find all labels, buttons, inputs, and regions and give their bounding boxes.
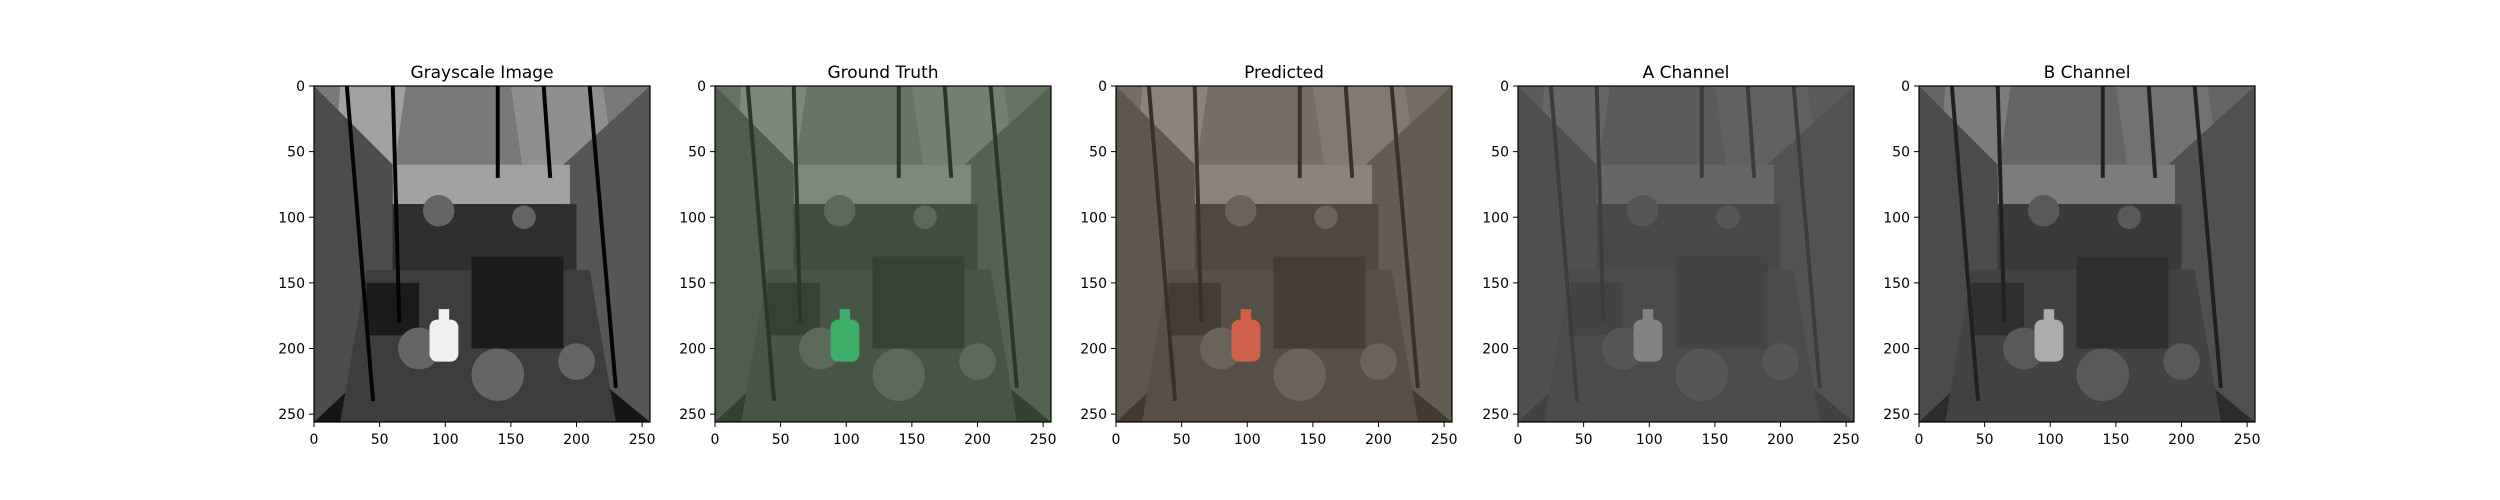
y-tick-label: 200 bbox=[1482, 342, 1509, 358]
y-tick-label: 0 bbox=[296, 79, 305, 95]
y-tick-label: 250 bbox=[1080, 407, 1107, 423]
panel-5: B Channel 0 50 100 150 200 250 0 50 100 150 200 250 bbox=[1883, 63, 2260, 448]
x-tick-label: 250 bbox=[1833, 432, 1860, 448]
panel-3: Predicted 0 50 100 150 200 250 0 50 100 150 200 250 bbox=[1080, 63, 1457, 448]
y-tick-label: 0 bbox=[1500, 79, 1509, 95]
x-tick-label: 200 bbox=[964, 432, 991, 448]
y-tick-label: 250 bbox=[278, 407, 305, 423]
watering-can bbox=[830, 319, 860, 362]
panel-title: B Channel bbox=[2044, 63, 2131, 83]
y-tick-label: 150 bbox=[1080, 276, 1107, 292]
y-tick-label: 50 bbox=[688, 145, 706, 161]
x-tick-label: 100 bbox=[2037, 432, 2064, 448]
x-tick-label: 150 bbox=[498, 432, 525, 448]
axes-frame bbox=[714, 85, 1052, 423]
y-tick-label: 100 bbox=[679, 210, 706, 226]
x-tick-label: 250 bbox=[1030, 432, 1057, 448]
x-tick-label: 150 bbox=[2103, 432, 2130, 448]
x-tick-label: 100 bbox=[1234, 432, 1261, 448]
y-tick-label: 200 bbox=[1080, 342, 1107, 358]
y-tick-label: 0 bbox=[1901, 79, 1910, 95]
x-tick-label: 50 bbox=[1173, 432, 1191, 448]
x-tick-label: 50 bbox=[371, 432, 389, 448]
y-tick-label: 200 bbox=[278, 342, 305, 358]
watering-can bbox=[2034, 319, 2064, 362]
x-tick-label: 150 bbox=[1300, 432, 1327, 448]
x-tick-label: 150 bbox=[1702, 432, 1729, 448]
x-tick-label: 50 bbox=[1575, 432, 1593, 448]
x-tick-label: 100 bbox=[833, 432, 860, 448]
x-tick-label: 0 bbox=[1112, 432, 1121, 448]
y-tick-label: 50 bbox=[287, 145, 305, 161]
panel-image bbox=[1116, 86, 1452, 422]
x-tick-label: 200 bbox=[1767, 432, 1794, 448]
panel-2: Ground Truth 0 50 100 150 200 250 0 50 100 150 200 2… bbox=[679, 63, 1056, 448]
x-tick-label: 100 bbox=[432, 432, 459, 448]
y-tick-label: 150 bbox=[278, 276, 305, 292]
y-tick-label: 250 bbox=[1883, 407, 1910, 423]
x-tick-label: 250 bbox=[629, 432, 656, 448]
x-tick-label: 0 bbox=[1514, 432, 1523, 448]
panel-image bbox=[1919, 86, 2255, 422]
y-tick-label: 150 bbox=[679, 276, 706, 292]
y-tick-label: 100 bbox=[1080, 210, 1107, 226]
watering-can bbox=[429, 319, 459, 362]
y-tick-label: 50 bbox=[1491, 145, 1509, 161]
panel-title: Grayscale Image bbox=[410, 63, 553, 83]
y-tick-label: 200 bbox=[679, 342, 706, 358]
watering-can bbox=[1231, 319, 1261, 362]
y-tick-label: 150 bbox=[1482, 276, 1509, 292]
x-tick-label: 250 bbox=[2234, 432, 2261, 448]
x-tick-label: 50 bbox=[1976, 432, 1994, 448]
panel-image bbox=[314, 86, 650, 422]
y-tick-label: 250 bbox=[679, 407, 706, 423]
x-tick-label: 200 bbox=[2168, 432, 2195, 448]
panel-image bbox=[1518, 86, 1854, 422]
y-tick-label: 200 bbox=[1883, 342, 1910, 358]
y-tick-label: 0 bbox=[1098, 79, 1107, 95]
y-tick-label: 150 bbox=[1883, 276, 1910, 292]
panel-1: Grayscale Image 0 50 100 150 200 250 0 50 100 150 2… bbox=[278, 63, 655, 448]
panel-title: Predicted bbox=[1244, 63, 1324, 83]
x-tick-label: 200 bbox=[563, 432, 590, 448]
panel-image bbox=[715, 86, 1051, 422]
x-tick-label: 0 bbox=[310, 432, 319, 448]
y-tick-label: 50 bbox=[1892, 145, 1910, 161]
x-tick-label: 250 bbox=[1431, 432, 1458, 448]
panel-title: A Channel bbox=[1643, 63, 1730, 83]
x-tick-label: 0 bbox=[1915, 432, 1924, 448]
y-tick-label: 250 bbox=[1482, 407, 1509, 423]
axes-frame bbox=[1115, 85, 1453, 423]
x-tick-label: 50 bbox=[772, 432, 790, 448]
panel-4: A Channel 0 50 100 150 200 250 0 50 100 150 200 250 bbox=[1482, 63, 1859, 448]
y-tick-label: 100 bbox=[1482, 210, 1509, 226]
axes-frame bbox=[1918, 85, 2256, 423]
x-tick-label: 0 bbox=[711, 432, 720, 448]
y-tick-label: 100 bbox=[1883, 210, 1910, 226]
watering-can bbox=[1633, 319, 1663, 362]
y-tick-label: 50 bbox=[1089, 145, 1107, 161]
panel-title: Ground Truth bbox=[827, 63, 938, 83]
axes-frame bbox=[1517, 85, 1855, 423]
y-tick-label: 0 bbox=[697, 79, 706, 95]
axes-frame bbox=[313, 85, 651, 423]
x-tick-label: 100 bbox=[1636, 432, 1663, 448]
y-tick-label: 100 bbox=[278, 210, 305, 226]
x-tick-label: 200 bbox=[1365, 432, 1392, 448]
x-tick-label: 150 bbox=[899, 432, 926, 448]
